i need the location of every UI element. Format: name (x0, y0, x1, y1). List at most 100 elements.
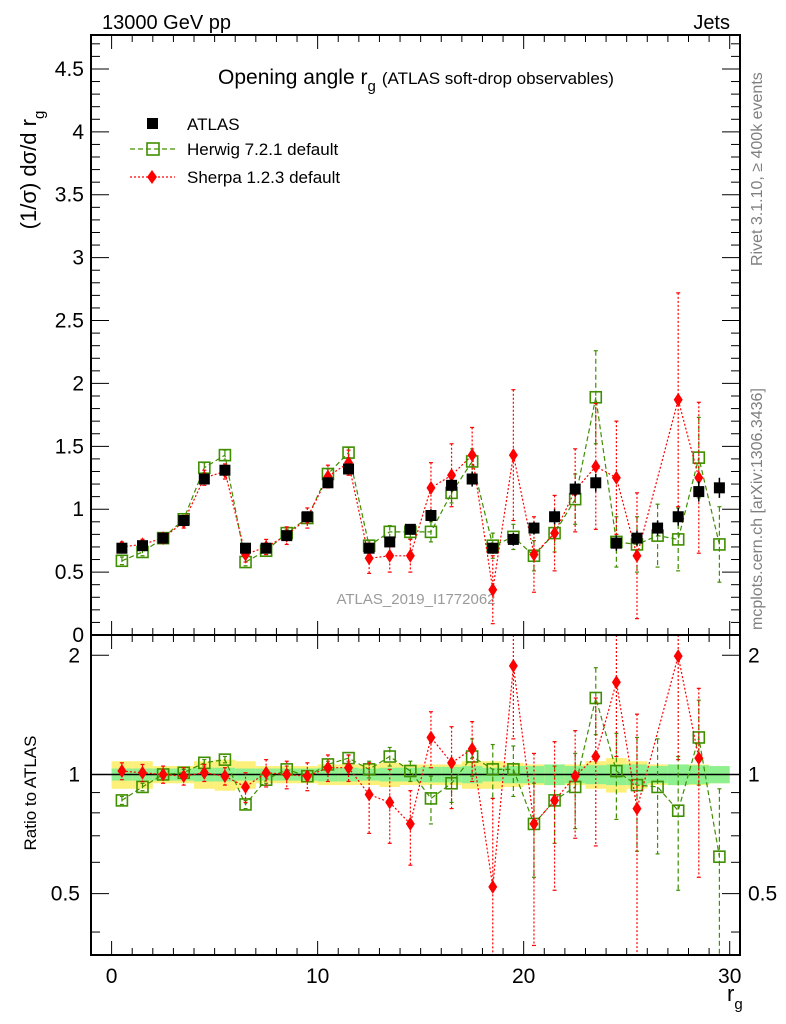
y-tick-label: 0 (72, 624, 84, 647)
ratio-sherpa-point (261, 765, 271, 780)
y-tick-label: 1 (72, 498, 84, 521)
ratio-herwig-point (424, 792, 438, 805)
ratio-y-tick-label: 2 (68, 644, 80, 667)
atlas-point (260, 542, 272, 554)
ratio-sherpa-point (179, 769, 189, 784)
atlas-point (384, 536, 396, 548)
ratio-sherpa-point (570, 769, 580, 784)
y-axis-label: (1/σ) dσ/d rg (16, 111, 48, 230)
atlas-point (343, 463, 355, 475)
ratio-herwig-point (692, 731, 706, 744)
sherpa-point (550, 526, 560, 541)
ratio-sherpa-point (591, 749, 601, 764)
ratio-sherpa-point (467, 741, 477, 756)
ratio-y-tick-label-right: 1 (748, 763, 760, 786)
ratio-frame (90, 634, 741, 956)
x-tick-label: 10 (306, 965, 329, 988)
sherpa-point (529, 547, 539, 562)
atlas-point (363, 542, 375, 554)
atlas-point (569, 483, 581, 495)
ratio-sherpa-point (138, 765, 148, 780)
ratio-sherpa-point (488, 879, 498, 894)
ratio-y-tick-label: 1 (68, 763, 80, 786)
x-tick-label: 0 (106, 965, 118, 988)
atlas-point (198, 473, 210, 485)
ratio-sherpa-point (344, 760, 354, 775)
atlas-point (157, 532, 169, 544)
chart-title-sub: g (367, 78, 375, 95)
atlas-point (507, 533, 519, 545)
ratio-sherpa-point (405, 816, 415, 831)
ratio-sherpa-point (385, 795, 395, 810)
ratio-sherpa-point (529, 816, 539, 831)
atlas-point (281, 530, 293, 542)
herwig-point (589, 390, 603, 404)
y-tick-label: 1.5 (55, 435, 84, 458)
x-axis-label: rg (727, 981, 743, 1013)
y-tick-label: 4.5 (55, 58, 84, 81)
ratio-sherpa-point (673, 649, 683, 664)
legend-label-herwig: Herwig 7.2.1 default (187, 140, 338, 159)
y-tick-label: 0.5 (55, 561, 84, 584)
x-axis-label-sub: g (734, 996, 742, 1013)
atlas-point (219, 464, 231, 476)
ratio-sherpa-point (611, 675, 621, 690)
ratio-sherpa-point (220, 769, 230, 784)
herwig-point (424, 525, 438, 539)
atlas-point (528, 522, 540, 534)
sherpa-point (508, 448, 518, 463)
x-axis-label-text: r (727, 981, 734, 1006)
ratio-herwig-point (383, 750, 397, 763)
ratio-sherpa-point (323, 760, 333, 775)
ratio-y-tick-label: 0.5 (51, 883, 80, 906)
y-tick-label: 3 (72, 247, 84, 270)
ratio-sherpa-point (241, 779, 251, 794)
header-left: 13000 GeV pp (102, 12, 231, 34)
sherpa-point (447, 468, 457, 483)
atlas-point (301, 511, 313, 523)
chart-title-main: Opening angle r (218, 66, 367, 89)
legend-label-sherpa: Sherpa 1.2.3 default (187, 168, 340, 187)
ratio-herwig-point (507, 763, 520, 776)
svg-text:(1/σ) dσ/d rg: (1/σ) dσ/d rg (16, 111, 48, 230)
side-label-top: Rivet 3.1.10, ≥ 400k events (749, 72, 766, 266)
sherpa-point (673, 392, 683, 407)
y-tick-label: 4 (72, 121, 84, 144)
atlas-point (590, 477, 602, 489)
sherpa-point (488, 582, 498, 597)
atlas-point (446, 479, 458, 491)
ratio-herwig-point (218, 753, 232, 766)
herwig-point (713, 538, 726, 551)
header-right: Jets (693, 12, 730, 34)
ratio-sherpa-point (117, 764, 127, 779)
herwig-point (218, 448, 232, 462)
y-tick-label: 2 (72, 372, 84, 395)
ratio-herwig-point (115, 794, 129, 807)
herwig-point (692, 451, 706, 464)
ratio-sherpa-point (694, 751, 704, 766)
ratio-herwig-point (136, 780, 149, 794)
ratio-sherpa-point (447, 755, 457, 770)
sherpa-point (405, 548, 415, 563)
ratio-sherpa-point (508, 658, 518, 673)
legend-marker-atlas (147, 118, 158, 129)
herwig-line (121, 397, 720, 563)
atlas-point (404, 523, 416, 535)
ratio-herwig-point (239, 798, 252, 811)
ratio-herwig-point (610, 764, 623, 778)
ratio-herwig-point (445, 776, 458, 790)
atlas-point (322, 477, 334, 489)
side-label-bottom: mcplots.cern.ch [arXiv:1306.3436] (749, 388, 766, 630)
ratio-sherpa-point (632, 801, 642, 816)
x-tick-label: 30 (718, 965, 741, 988)
legend-marker-herwig (146, 142, 160, 156)
atlas-point (652, 522, 664, 534)
watermark: ATLAS_2019_I1772062 (336, 591, 495, 608)
atlas-point (713, 482, 725, 494)
atlas-point (693, 486, 705, 498)
ratio-sherpa-point (302, 769, 312, 784)
legend: ATLAS Herwig 7.2.1 default Sherpa 1.2.3 … (130, 115, 340, 187)
ratio-sherpa-point (364, 787, 374, 802)
ratio-herwig-point (713, 850, 726, 863)
